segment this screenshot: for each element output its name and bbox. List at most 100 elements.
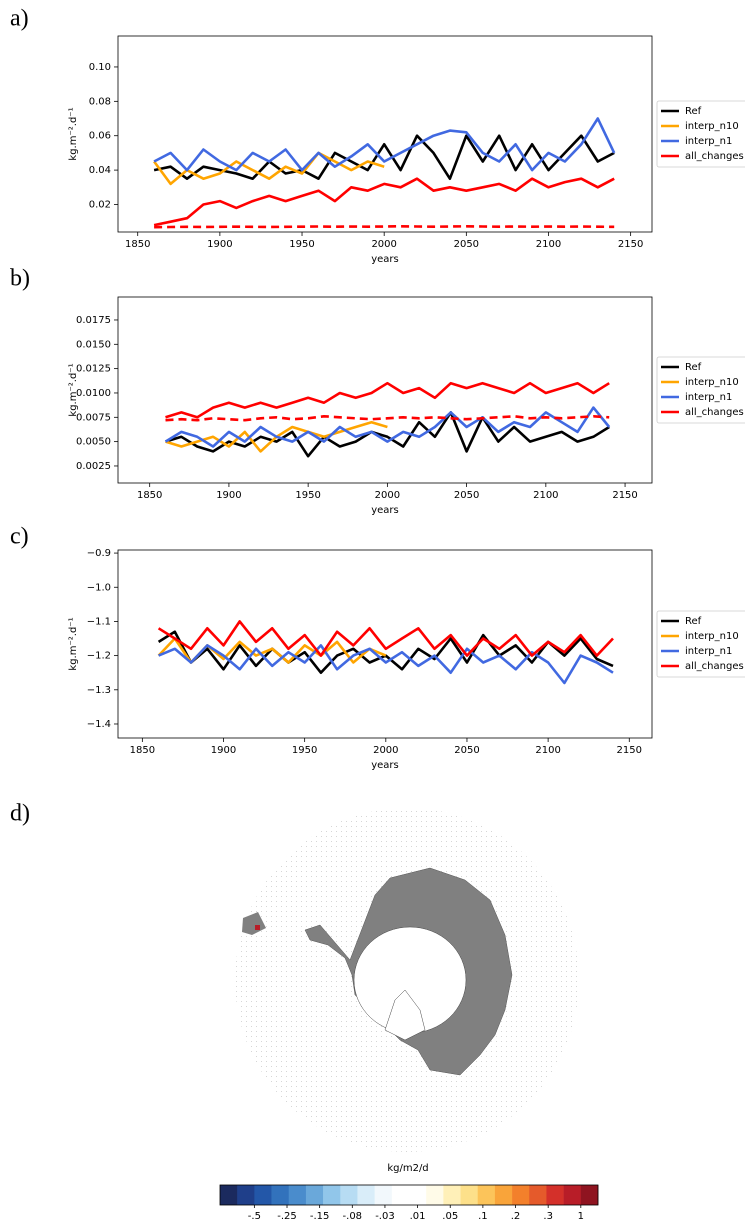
x-tick-label: 1900 [216, 490, 241, 501]
x-tick-label: 2000 [371, 239, 396, 250]
panel-label: a) [10, 6, 29, 32]
x-axis-label: years [371, 760, 399, 771]
colorbar-cell [477, 1185, 496, 1205]
y-tick-label: −1.2 [87, 651, 111, 662]
y-tick-label: 0.06 [89, 131, 111, 142]
plot-frame [117, 549, 653, 739]
colorbar-frame [219, 1184, 599, 1206]
colorbar-cell [357, 1185, 375, 1205]
series-line [165, 411, 610, 458]
y-tick-label: 0.0100 [76, 388, 111, 399]
y-tick-label: 0.0125 [76, 364, 111, 375]
legend-label: Ref [685, 362, 702, 373]
colorbar-tick-label: 1 [578, 1211, 584, 1222]
series-line [158, 644, 614, 685]
plot-frame [117, 296, 653, 484]
x-tick-label: 2100 [533, 490, 558, 501]
series-line [153, 151, 385, 186]
x-tick-label: 1950 [292, 745, 317, 756]
colorbar-tick-label: .1 [478, 1211, 488, 1222]
series-line [154, 225, 615, 229]
colorbar-cell [374, 1185, 393, 1205]
series-line [165, 381, 610, 419]
colorbar-cell [529, 1185, 547, 1205]
colorbar-cell [512, 1185, 530, 1205]
legend-box [656, 610, 745, 678]
legend-label: all_changes [685, 407, 744, 418]
y-tick-label: 0.10 [89, 62, 111, 73]
colorbar-cell [305, 1185, 324, 1205]
colorbar-cell [271, 1185, 290, 1205]
y-tick-label: −0.9 [87, 548, 111, 559]
colorbar-cell [254, 1185, 272, 1205]
legend-label: Ref [685, 616, 702, 627]
x-axis-label: years [371, 254, 399, 265]
legend-label: interp_n10 [685, 631, 739, 642]
x-tick-label: 1850 [137, 490, 162, 501]
legend-label: all_changes [685, 151, 744, 162]
colorbar-tick-label: -.25 [277, 1211, 297, 1222]
colorbar-cell [460, 1185, 479, 1205]
colorbar-tick-label: .2 [511, 1211, 521, 1222]
colorbar-cell [340, 1185, 358, 1205]
colorbar-label: kg/m2/d [387, 1163, 428, 1174]
legend-label: interp_n1 [685, 392, 732, 403]
y-tick-label: −1.3 [87, 685, 111, 696]
panel-label: d) [10, 801, 30, 827]
x-tick-label: 1900 [211, 745, 236, 756]
colorbar-tick-label: -.5 [248, 1211, 261, 1222]
ice-shelf [384, 989, 426, 1041]
colorbar-tick-label: .3 [543, 1211, 553, 1222]
x-tick-label: 2050 [454, 239, 479, 250]
y-tick-label: 0.02 [89, 199, 111, 210]
legend-label: Ref [685, 106, 702, 117]
legend-label: interp_n1 [685, 136, 732, 147]
y-axis-label: kg.m⁻².d⁻¹ [68, 107, 79, 160]
legend-label: interp_n10 [685, 377, 739, 388]
y-tick-label: 0.0150 [76, 339, 111, 350]
colorbar-cell [443, 1185, 461, 1205]
plot-frame [117, 35, 653, 233]
legend-box [656, 356, 745, 424]
series-line [164, 406, 611, 448]
y-tick-label: 0.0175 [76, 315, 111, 326]
y-tick-label: 0.04 [89, 165, 111, 176]
colorbar-cell [563, 1185, 582, 1205]
x-tick-label: 1900 [207, 239, 232, 250]
colorbar-cell [391, 1185, 410, 1205]
x-axis-label: years [371, 505, 399, 516]
series-line [153, 177, 615, 227]
colorbar-cell [580, 1185, 599, 1205]
series-line [157, 620, 614, 657]
series-line [153, 117, 616, 172]
colorbar-cell [237, 1185, 255, 1205]
y-tick-label: 0.0025 [76, 461, 111, 472]
series-line [157, 630, 614, 674]
x-tick-label: 1850 [125, 239, 150, 250]
x-tick-label: 1950 [295, 490, 320, 501]
colorbar-cell [323, 1185, 341, 1205]
x-tick-label: 2000 [373, 745, 398, 756]
legend-box [656, 100, 745, 168]
x-tick-label: 2000 [375, 490, 400, 501]
legend-label: all_changes [685, 661, 744, 672]
colorbar-cell [426, 1185, 444, 1205]
colorbar-cell [494, 1185, 513, 1205]
colorbar-cell [220, 1185, 238, 1205]
colorbar-cell [546, 1185, 564, 1205]
x-tick-label: 1850 [130, 745, 155, 756]
series-line [153, 134, 615, 180]
y-tick-label: 0.08 [89, 96, 111, 107]
x-tick-label: 1950 [289, 239, 314, 250]
y-tick-label: 0.0075 [76, 412, 111, 423]
colorbar-cell [409, 1185, 427, 1205]
series-line [165, 415, 610, 422]
y-axis-label: kg.m⁻².d⁻¹ [68, 617, 79, 670]
x-tick-label: 2050 [454, 745, 479, 756]
y-tick-label: −1.4 [87, 719, 111, 730]
x-tick-label: 2150 [617, 745, 642, 756]
y-tick-label: 0.0050 [76, 437, 111, 448]
legend-label: interp_n1 [685, 646, 732, 657]
legend-label: interp_n10 [685, 121, 739, 132]
